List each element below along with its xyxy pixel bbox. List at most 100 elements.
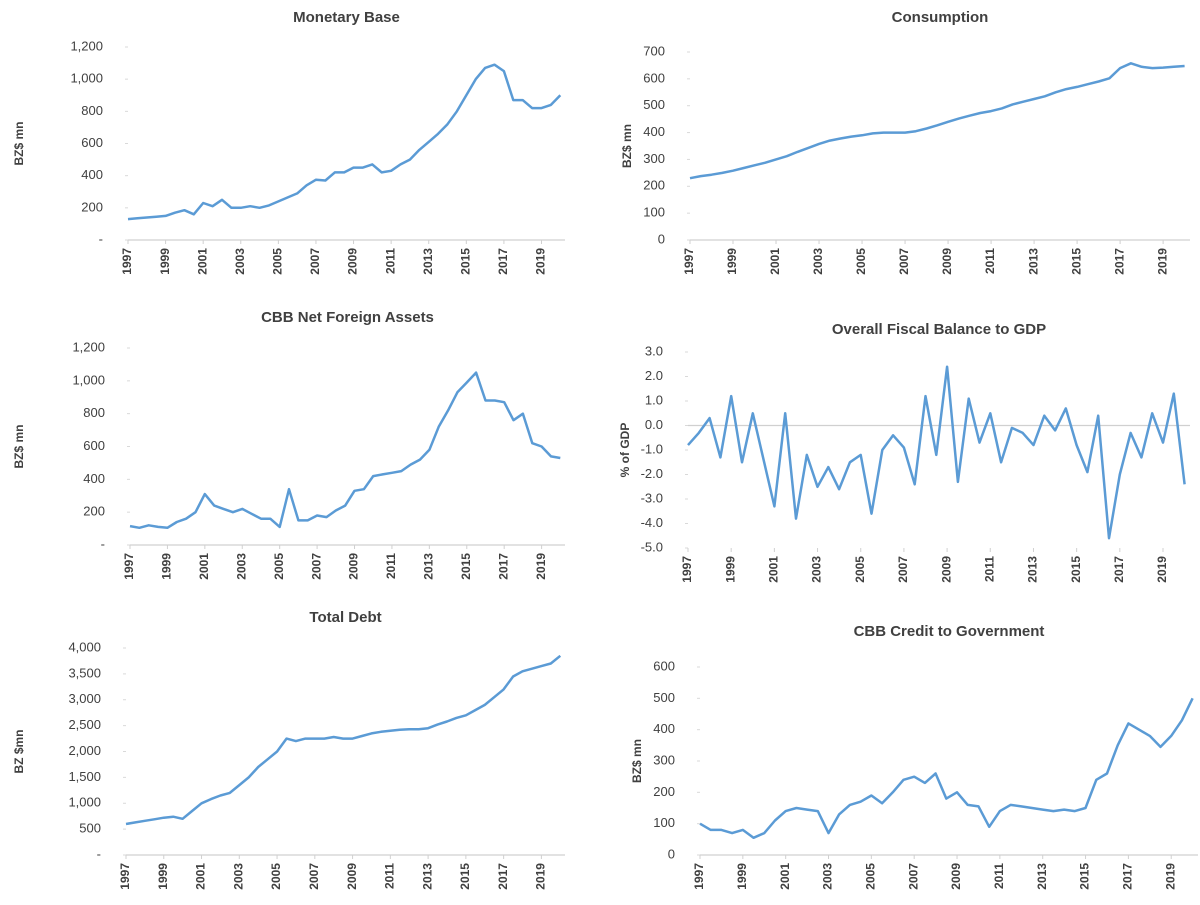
y-tick-label: 800	[83, 405, 105, 420]
chart-title: Overall Fiscal Balance to GDP	[832, 321, 1046, 338]
x-tick-label: 2007	[308, 248, 322, 275]
y-tick-label: 2.0	[645, 368, 663, 383]
y-tick-label: 3.0	[645, 343, 663, 358]
y-tick-label: 600	[643, 70, 665, 85]
y-tick-label: 1.0	[645, 392, 663, 407]
x-tick-label: 2013	[421, 248, 435, 275]
y-tick-label: 300	[653, 752, 675, 767]
y-tick-label: 400	[653, 721, 675, 736]
x-tick-label: 2011	[982, 556, 996, 582]
y-axis-label: BZ$ mn	[620, 124, 634, 168]
y-tick-label: 200	[653, 784, 675, 799]
x-tick-label: 2017	[1121, 863, 1135, 890]
x-tick-label: 2015	[458, 863, 472, 890]
x-tick-label: 2019	[1155, 248, 1169, 275]
chart-title: Monetary Base	[293, 9, 400, 26]
data-line	[125, 654, 562, 826]
x-tick-label: 2003	[234, 553, 248, 580]
x-tick-label: 2015	[1069, 556, 1083, 583]
x-tick-label: 2001	[197, 553, 211, 580]
x-tick-label: 1999	[160, 553, 174, 580]
y-tick-label: 0	[658, 231, 665, 246]
x-tick-label: 2003	[231, 863, 245, 890]
x-tick-label: 2011	[992, 863, 1006, 889]
x-tick-label: 2007	[897, 248, 911, 275]
y-tick-label: 500	[79, 821, 101, 836]
x-tick-label: 2015	[1069, 248, 1083, 275]
x-tick-label: 2013	[1026, 248, 1040, 275]
x-tick-label: 2007	[309, 553, 323, 580]
y-tick-label: 100	[643, 205, 665, 220]
x-tick-label: 2011	[383, 248, 397, 274]
y-tick-label: 100	[653, 815, 675, 830]
y-tick-label: 0.0	[645, 417, 663, 432]
x-tick-label: 2009	[346, 248, 360, 275]
chart-title: CBB Credit to Government	[854, 623, 1045, 640]
x-tick-label: 2001	[778, 863, 792, 890]
x-tick-label: 1997	[692, 863, 706, 890]
y-axis-label: BZ$ mn	[630, 739, 644, 783]
x-tick-label: 2007	[906, 863, 920, 890]
y-tick-label: 200	[83, 504, 105, 519]
x-tick-label: 2007	[307, 863, 321, 890]
y-tick-label: 1,000	[70, 71, 103, 86]
x-tick-label: 2017	[496, 553, 510, 580]
y-tick-label: 600	[81, 135, 103, 150]
x-tick-label: 1997	[682, 248, 696, 275]
x-tick-label: 2009	[949, 863, 963, 890]
x-tick-label: 2009	[939, 556, 953, 583]
y-tick-label: 4,000	[68, 639, 101, 654]
x-tick-label: 2015	[1078, 863, 1092, 890]
chart-title: Consumption	[892, 9, 989, 26]
y-tick-label: 600	[653, 658, 675, 673]
x-tick-label: 2005	[271, 248, 285, 275]
x-tick-label: 2013	[420, 863, 434, 890]
x-tick-label: 2017	[496, 863, 510, 890]
x-tick-label: 1999	[725, 248, 739, 275]
x-tick-label: 2011	[383, 863, 397, 889]
x-tick-label: 2001	[767, 556, 781, 583]
x-tick-label: 2013	[1035, 863, 1049, 890]
x-tick-label: 2003	[810, 556, 824, 583]
y-tick-label: 500	[643, 97, 665, 112]
x-tick-label: 2019	[1163, 863, 1177, 890]
x-tick-label: 1999	[723, 556, 737, 583]
x-tick-label: 2017	[496, 248, 510, 275]
x-tick-label: 2009	[347, 553, 361, 580]
y-tick-label: -2.0	[641, 466, 663, 481]
x-tick-label: 2003	[811, 248, 825, 275]
y-tick-label: -1.0	[641, 441, 663, 456]
y-tick-label: -4.0	[641, 515, 663, 530]
x-tick-label: 2017	[1112, 248, 1126, 275]
x-tick-label: 1999	[156, 863, 170, 890]
data-line	[687, 365, 1186, 540]
y-tick-label: 800	[81, 103, 103, 118]
data-line	[127, 63, 562, 221]
y-tick-label: 2,000	[68, 743, 101, 758]
y-tick-label: 1,000	[68, 795, 101, 810]
y-tick-label: 1,200	[72, 339, 105, 354]
x-tick-label: 2009	[940, 248, 954, 275]
y-tick-label: 200	[81, 199, 103, 214]
data-line	[699, 697, 1194, 840]
y-tick-label: -5.0	[641, 539, 663, 554]
y-tick-label: 500	[653, 690, 675, 705]
y-axis-label: BZ$ mn	[12, 121, 26, 165]
y-tick-label: 2,500	[68, 717, 101, 732]
y-tick-label: -3.0	[641, 490, 663, 505]
x-tick-label: 2013	[1026, 556, 1040, 583]
y-tick-label: 200	[643, 178, 665, 193]
x-tick-label: 2015	[459, 553, 473, 580]
y-axis-label: BZ $mn	[12, 729, 26, 773]
x-tick-label: 1999	[158, 248, 172, 275]
y-tick-label: 400	[643, 124, 665, 139]
x-tick-label: 1997	[118, 863, 132, 890]
y-tick-label: 1,200	[70, 38, 103, 53]
x-tick-label: 2011	[983, 248, 997, 274]
y-tick-label: 0	[668, 846, 675, 861]
y-tick-label: 300	[643, 151, 665, 166]
chart-title: CBB Net Foreign Assets	[261, 309, 434, 326]
chart-title: Total Debt	[309, 609, 381, 626]
y-tick-label: 3,000	[68, 691, 101, 706]
y-axis-label: BZ$ mn	[12, 424, 26, 468]
